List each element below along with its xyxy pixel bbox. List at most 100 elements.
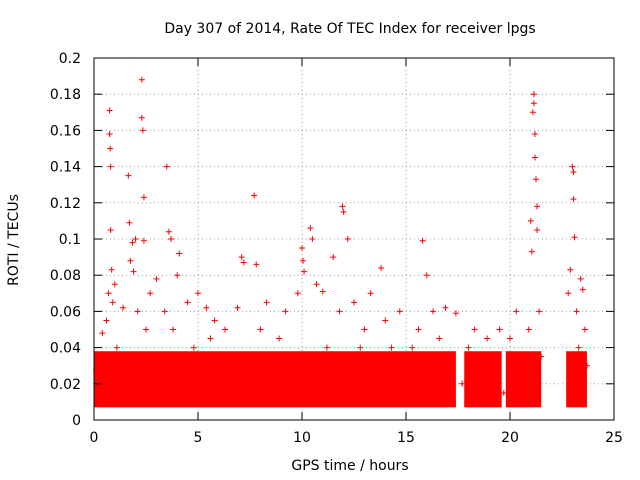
data-point [340, 208, 347, 215]
data-point [222, 326, 229, 333]
data-point [465, 344, 472, 351]
data-point [129, 239, 136, 246]
data-point [339, 203, 346, 210]
data-point [534, 226, 541, 233]
data-point [294, 290, 301, 297]
data-point [533, 176, 539, 183]
data-point [490, 371, 497, 378]
data-point [251, 192, 258, 199]
data-point [344, 236, 351, 242]
data-band-segment [566, 351, 587, 408]
data-point [565, 290, 572, 297]
data-point [282, 308, 289, 315]
data-point [452, 310, 459, 317]
data-point [140, 237, 147, 244]
data-point [507, 335, 513, 342]
data-point [101, 380, 108, 387]
data-point [263, 299, 270, 306]
data-point [269, 377, 276, 384]
data-point [403, 353, 409, 360]
data-point [436, 335, 443, 342]
data-point [143, 326, 149, 333]
data-point [500, 389, 507, 396]
data-point [323, 344, 330, 351]
data-point [530, 91, 537, 98]
data-point [134, 308, 141, 315]
x-tick-label: 10 [293, 430, 311, 446]
data-point [147, 290, 154, 297]
data-point [126, 219, 133, 226]
data-point [151, 353, 158, 360]
data-point [531, 131, 538, 138]
data-point [577, 275, 584, 282]
data-point [361, 326, 368, 333]
data-point [288, 362, 295, 369]
data-point [529, 109, 536, 116]
y-axis-label: ROTI / TECUs [6, 194, 22, 286]
data-point [300, 257, 307, 264]
data-point [567, 266, 574, 273]
data-point [195, 290, 201, 297]
data-point [153, 275, 160, 282]
data-point [99, 330, 106, 337]
y-tick-label: 0.08 [50, 268, 81, 284]
data-point [378, 264, 385, 271]
x-axis-tick-labels: 0 5 10 15 20 25 [90, 430, 623, 446]
data-point [127, 257, 134, 264]
data-point [257, 326, 264, 333]
data-point [330, 254, 337, 261]
data-point [240, 259, 247, 266]
data-point [581, 326, 588, 333]
data-point [409, 344, 416, 351]
data-point [115, 362, 122, 369]
y-tick-label: 0.02 [50, 377, 81, 393]
data-point [313, 281, 320, 288]
data-point [190, 344, 197, 351]
data-point [97, 353, 104, 360]
data-point [446, 362, 453, 369]
data-point [103, 317, 110, 324]
data-point [536, 308, 543, 315]
data-point [382, 317, 389, 324]
data-point [471, 326, 478, 333]
data-point [170, 326, 177, 333]
data-point [95, 395, 102, 402]
data-point [357, 344, 364, 351]
data-point [415, 326, 422, 333]
data-band-segment [94, 351, 456, 408]
data-point [570, 169, 577, 176]
data-point [531, 154, 538, 161]
data-point [203, 304, 210, 311]
x-tick-label: 5 [194, 430, 203, 446]
data-point [527, 217, 534, 224]
data-point [575, 344, 582, 351]
data-point [199, 362, 206, 369]
data-point [396, 308, 403, 315]
data-point [215, 380, 222, 387]
grid-lines [94, 58, 614, 420]
y-tick-label: 0.12 [50, 196, 81, 212]
data-point [107, 226, 114, 233]
data-point [113, 344, 120, 351]
data-point [477, 362, 484, 369]
data-point [430, 308, 437, 315]
data-point [106, 131, 113, 138]
data-point [140, 194, 147, 201]
x-tick-label: 15 [397, 430, 415, 446]
data-point [180, 384, 187, 391]
y-tick-label: 0 [72, 413, 81, 429]
data-point [525, 326, 532, 333]
data-point [108, 266, 115, 273]
data-point [309, 236, 316, 242]
x-tick-label: 25 [605, 430, 623, 446]
data-point [351, 299, 357, 306]
data-point [373, 362, 380, 369]
y-tick-label: 0.18 [50, 87, 81, 103]
data-point [307, 225, 314, 232]
data-point [176, 250, 183, 257]
data-point [130, 268, 137, 275]
data-point [528, 248, 535, 255]
data-point [388, 344, 395, 351]
data-point [161, 308, 168, 315]
data-point [319, 288, 326, 295]
